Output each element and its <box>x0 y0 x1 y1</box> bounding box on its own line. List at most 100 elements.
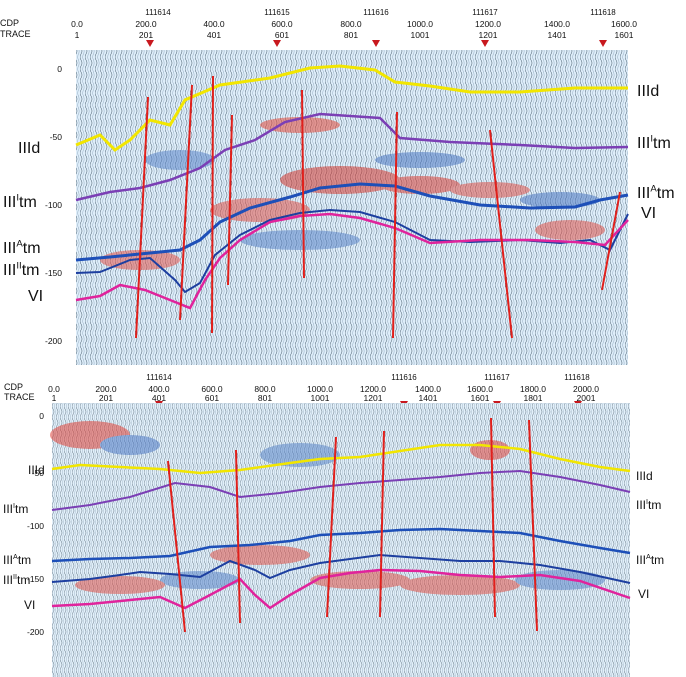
horizon-label-IIIAtm-left: IIIAtm <box>3 552 32 567</box>
cdp-tick: 600.0 <box>201 384 223 394</box>
amplitude-anomalies <box>100 117 605 270</box>
horizon-label-VI-right: VI <box>638 587 650 601</box>
horizon-IIIIItm <box>51 553 631 584</box>
trace-tick: 601 <box>204 393 220 403</box>
cdp-tick: 1000.0 <box>307 384 333 394</box>
trace-tick: 601 <box>274 30 290 40</box>
cdp-tick: 1600.0 <box>467 384 493 394</box>
bottom-panel: CDP TRACE 111614 111616 111617 111618 0.… <box>0 365 686 677</box>
cdp-tick: 1000.0 <box>407 19 433 29</box>
horizon-VI <box>75 212 629 310</box>
trace-tick: 401 <box>151 393 167 403</box>
seismic-section <box>50 403 631 677</box>
horizon-label-IIId-right: IIId <box>637 83 660 100</box>
well-label: 111614 <box>146 373 172 382</box>
horizon-label-IIItm-right: IIIItm <box>637 133 671 152</box>
trace-tick: 2001 <box>576 393 596 403</box>
horizon-IIIAtm <box>51 527 631 563</box>
trace-tick: 1601 <box>614 30 634 40</box>
depth-tick: -50 <box>31 468 44 478</box>
horizon-label-VI-left: VI <box>28 288 44 305</box>
horizon-label-VI-right: VI <box>641 205 657 222</box>
horizon-label-IIIAtm-right: IIIAtm <box>637 183 675 202</box>
trace-tick: 201 <box>138 30 154 40</box>
depth-tick: -200 <box>44 336 62 346</box>
cdp-label: CDP <box>0 18 20 28</box>
horizon-label-IIItm-right: IIIItm <box>636 497 662 512</box>
trace-tick: 201 <box>98 393 114 403</box>
cdp-tick: 400.0 <box>203 19 225 29</box>
well-label: 111616 <box>391 373 417 382</box>
well-marker-icon <box>599 40 607 47</box>
trace-tick: 1201 <box>478 30 498 40</box>
well-marker-icon <box>273 40 281 47</box>
trace-tick: 1 <box>74 30 80 40</box>
horizon-IIId <box>51 443 631 475</box>
trace-tick: 1001 <box>310 393 330 403</box>
horizon-label-IIIIItm-left: IIIIItm <box>3 572 31 587</box>
cdp-tick: 2000.0 <box>573 384 599 394</box>
cdp-tick: 1200.0 <box>360 384 386 394</box>
cdp-tick: 1800.0 <box>520 384 546 394</box>
faults <box>135 75 621 339</box>
trace-tick: 1401 <box>547 30 567 40</box>
cdp-tick: 0.0 <box>71 19 83 29</box>
cdp-label: CDP <box>4 382 24 392</box>
depth-tick: -100 <box>26 521 44 531</box>
horizon-label-IIIAtm-right: IIIAtm <box>636 552 665 567</box>
horizon-label-IIId-right: IIId <box>636 469 653 483</box>
trace-tick: 1 <box>51 393 57 403</box>
trace-tick: 1601 <box>470 393 490 403</box>
trace-tick: 1801 <box>523 393 543 403</box>
horizon-IIIAtm <box>75 182 629 262</box>
cdp-tick: 400.0 <box>148 384 170 394</box>
cdp-tick: 800.0 <box>340 19 362 29</box>
depth-tick: -150 <box>26 574 44 584</box>
trace-label: TRACE <box>4 392 35 402</box>
well-marker-icon <box>372 40 380 47</box>
trace-tick: 801 <box>257 393 273 403</box>
cdp-tick: 1200.0 <box>475 19 501 29</box>
cdp-tick: 200.0 <box>95 384 117 394</box>
horizon-IIIIItm <box>75 208 629 294</box>
well-marker-icon <box>481 40 489 47</box>
horizon-label-IIId-left: IIId <box>18 140 41 157</box>
cdp-tick: 1400.0 <box>415 384 441 394</box>
trace-tick: 1401 <box>418 393 438 403</box>
depth-tick: 0 <box>39 411 44 421</box>
horizon-IIId <box>75 64 628 152</box>
cdp-tick: 0.0 <box>48 384 60 394</box>
depth-tick: -200 <box>26 627 44 637</box>
horizon-label-VI-left: VI <box>24 598 36 612</box>
cdp-tick: 1400.0 <box>544 19 570 29</box>
horizon-label-IIItm-left: IIIItm <box>3 192 37 211</box>
well-label: 111614 <box>145 8 171 17</box>
horizon-label-IIId-left: IIId <box>28 463 45 477</box>
top-panel: CDP TRACE 111614 111615 111616 111617 11… <box>0 8 675 365</box>
trace-tick: 401 <box>206 30 222 40</box>
cdp-tick: 800.0 <box>254 384 276 394</box>
well-label: 111618 <box>564 373 590 382</box>
well-label: 111617 <box>484 373 510 382</box>
depth-tick: -100 <box>44 200 62 210</box>
well-label: 111618 <box>590 8 616 17</box>
horizon-label-IIIIItm-left: IIIIItm <box>3 260 40 279</box>
trace-tick: 1201 <box>363 393 383 403</box>
cdp-tick: 200.0 <box>135 19 157 29</box>
depth-tick: -50 <box>49 132 62 142</box>
horizon-label-IIIAtm-left: IIIAtm <box>3 238 41 257</box>
trace-label: TRACE <box>0 29 31 39</box>
trace-tick: 1001 <box>410 30 430 40</box>
well-label: 111615 <box>264 8 290 17</box>
well-marker-icon <box>146 40 154 47</box>
horizon-IIItm <box>51 469 631 511</box>
well-label: 111617 <box>472 8 498 17</box>
trace-tick: 801 <box>343 30 359 40</box>
depth-tick: -150 <box>44 268 62 278</box>
depth-tick: 0 <box>57 64 62 74</box>
well-label: 111616 <box>363 8 389 17</box>
horizon-label-IIItm-left: IIIItm <box>3 501 29 516</box>
seismic-section <box>75 50 629 365</box>
cdp-tick: 1600.0 <box>611 19 637 29</box>
horizon-VI <box>51 568 631 610</box>
